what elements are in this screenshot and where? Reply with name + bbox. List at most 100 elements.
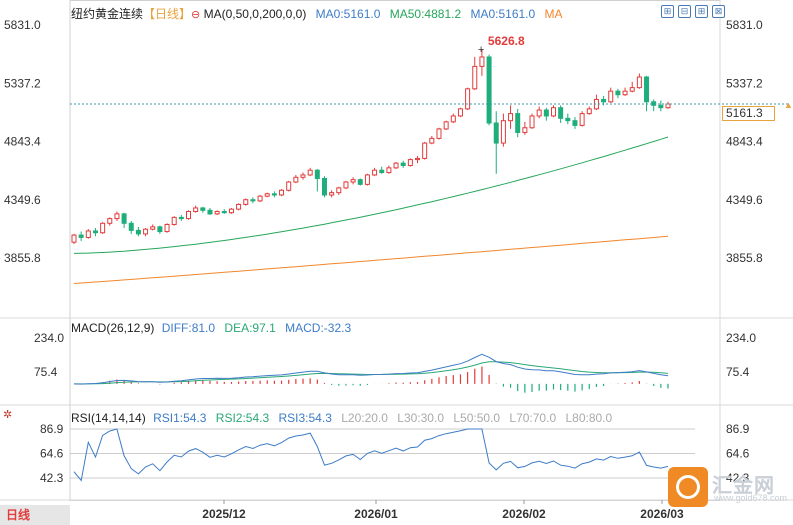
candle-body-9 bbox=[135, 229, 141, 235]
chart-header: 纽约黄金连续【日线】⊖ MA(0,50,0,200,0,0) MA0:5161.… bbox=[71, 7, 563, 22]
candle-body-23 bbox=[236, 203, 242, 210]
candle-body-83 bbox=[665, 103, 671, 109]
rsi-tick-left-0: 86.9 bbox=[40, 422, 64, 436]
rsi-tick-right-2: 42.3 bbox=[726, 471, 750, 485]
candle-body-62 bbox=[515, 113, 521, 133]
candle-body-61 bbox=[508, 113, 514, 122]
high-label: 5626.8 bbox=[488, 34, 525, 48]
x-tick-label-3: 2026/03 bbox=[640, 507, 684, 521]
candle-body-63 bbox=[522, 127, 528, 133]
diff-line bbox=[73, 353, 669, 385]
candle-body-43 bbox=[379, 169, 385, 174]
macd-label: MACD(26,12,9) bbox=[71, 321, 155, 335]
candle-body-18 bbox=[200, 207, 206, 211]
candle-body-75 bbox=[608, 90, 614, 103]
candle-body-7 bbox=[121, 213, 127, 224]
candle-body-46 bbox=[400, 162, 406, 166]
candle-body-48 bbox=[415, 157, 421, 161]
ma-more: MA bbox=[544, 7, 563, 21]
current-price-box: 5161.3 bbox=[722, 106, 775, 121]
candle-body-57 bbox=[479, 56, 485, 67]
candle-body-80 bbox=[644, 76, 650, 103]
period-label[interactable]: 【日线】 bbox=[143, 7, 192, 21]
rsi-label: RSI(14,14,14) bbox=[71, 411, 146, 425]
rsi-tick-right-1: 64.6 bbox=[726, 447, 750, 461]
price-tick-right-1: 5337.2 bbox=[726, 76, 763, 90]
plot-frame bbox=[69, 0, 721, 501]
candle-body-45 bbox=[393, 162, 399, 169]
l30-value: L30:30.0 bbox=[397, 411, 444, 425]
candle-body-1 bbox=[78, 234, 84, 238]
toolbar-layout-icon[interactable]: ⊞ bbox=[661, 5, 674, 18]
candle-body-44 bbox=[386, 167, 392, 174]
rsi-line bbox=[73, 428, 669, 482]
candle-body-69 bbox=[565, 117, 571, 122]
watermark-logo-icon bbox=[668, 467, 708, 507]
candle-body-4 bbox=[100, 222, 106, 234]
candle-body-65 bbox=[536, 109, 542, 117]
candle-body-39 bbox=[350, 179, 356, 183]
current-price-arrow-icon: ▲ bbox=[784, 100, 793, 110]
candle-body-30 bbox=[286, 181, 292, 191]
price-tick-right-4: 3855.8 bbox=[726, 251, 763, 265]
ma200-line bbox=[73, 235, 669, 284]
l20-value: L20:20.0 bbox=[341, 411, 388, 425]
ma0-value: MA0:5161.0 bbox=[315, 7, 381, 21]
price-tick-left-0: 5831.0 bbox=[4, 18, 41, 32]
tab-daily[interactable]: 日线 bbox=[0, 505, 70, 525]
candle-body-68 bbox=[558, 107, 564, 119]
candle-body-50 bbox=[429, 137, 435, 144]
macd-tick-left-0: 234.0 bbox=[34, 331, 64, 345]
candle-body-24 bbox=[243, 199, 249, 205]
candle-body-42 bbox=[372, 169, 378, 176]
candle-body-10 bbox=[143, 228, 149, 235]
candle-body-35 bbox=[321, 177, 327, 196]
candle-body-11 bbox=[150, 226, 156, 230]
x-tick-label-2: 2026/02 bbox=[502, 507, 546, 521]
settings-icon[interactable]: ⊖ bbox=[191, 9, 201, 21]
price-tick-right-2: 4843.4 bbox=[726, 135, 763, 149]
candle-body-28 bbox=[271, 193, 277, 196]
toolbar-maximize-icon[interactable]: ⊞ bbox=[695, 5, 708, 18]
candle-body-76 bbox=[615, 90, 621, 96]
candle-body-33 bbox=[307, 169, 313, 176]
instrument-title: 纽约黄金连续 bbox=[71, 7, 144, 21]
candle-body-41 bbox=[364, 174, 370, 185]
price-tick-left-3: 4349.6 bbox=[4, 193, 41, 207]
candle-body-29 bbox=[279, 189, 285, 196]
ma50-line bbox=[73, 136, 669, 254]
candle-body-8 bbox=[128, 222, 134, 231]
rsi-tick-left-2: 42.3 bbox=[40, 471, 64, 485]
macd-diff: DIFF:81.0 bbox=[161, 321, 216, 335]
candle-body-60 bbox=[500, 120, 506, 144]
ma50-value: MA50:4881.2 bbox=[389, 7, 462, 21]
toolbar-close-icon[interactable]: ⊠ bbox=[712, 5, 725, 18]
candle-body-31 bbox=[293, 176, 299, 183]
candle-body-17 bbox=[193, 207, 199, 212]
candle-body-40 bbox=[357, 179, 363, 185]
candle-body-82 bbox=[658, 104, 664, 109]
candle-body-13 bbox=[164, 223, 170, 233]
candle-body-53 bbox=[450, 115, 456, 123]
toolbar-minimize-icon[interactable]: ⊟ bbox=[678, 5, 691, 18]
candle-body-6 bbox=[114, 213, 120, 220]
rsi-header: RSI(14,14,14) RSI1:54.3 RSI2:54.3 RSI3:5… bbox=[71, 411, 612, 425]
macd-dea: DEA:97.1 bbox=[224, 321, 276, 335]
l50-value: L50:50.0 bbox=[453, 411, 501, 425]
candle-body-54 bbox=[457, 108, 463, 117]
macd-tick-right-0: 234.0 bbox=[726, 331, 756, 345]
candle-body-55 bbox=[465, 88, 471, 110]
candle-body-36 bbox=[329, 192, 335, 196]
gear-icon[interactable]: ✲ bbox=[3, 409, 13, 421]
candle-body-19 bbox=[207, 209, 213, 215]
candle-body-64 bbox=[529, 115, 535, 129]
candle-body-3 bbox=[92, 230, 98, 234]
candle-body-77 bbox=[622, 90, 628, 96]
macd-header: MACD(26,12,9) DIFF:81.0 DEA:97.1 MACD:-3… bbox=[71, 321, 351, 335]
rsi3-value: RSI3:54.3 bbox=[278, 411, 332, 425]
x-tick-label-1: 2026/01 bbox=[354, 507, 398, 521]
candle-body-47 bbox=[407, 159, 413, 166]
price-tick-right-0: 5831.0 bbox=[726, 18, 763, 32]
candle-body-20 bbox=[214, 210, 220, 215]
